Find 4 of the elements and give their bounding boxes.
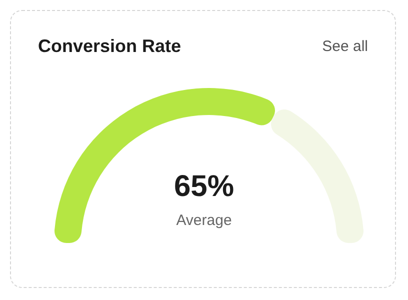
text: See all — [322, 38, 368, 55]
data-label: 65% — [172, 170, 236, 204]
chart-title: Conversion Rate — [38, 36, 182, 57]
text: Average — [175, 212, 233, 229]
